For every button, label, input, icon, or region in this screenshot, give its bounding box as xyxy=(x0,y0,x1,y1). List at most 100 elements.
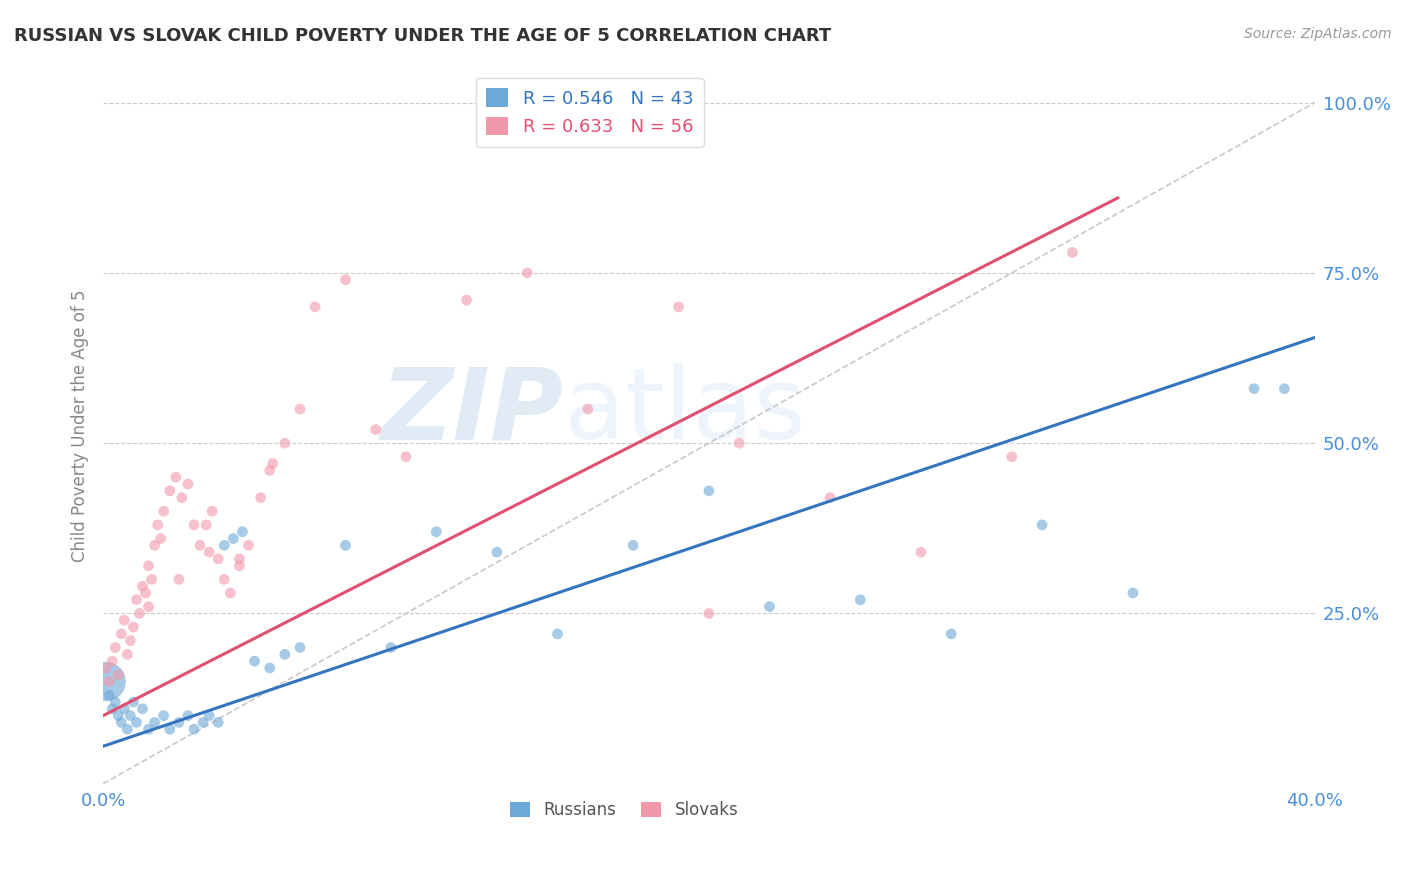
Point xyxy=(941,627,963,641)
Point xyxy=(198,545,221,559)
Point xyxy=(177,477,200,491)
Point xyxy=(546,627,568,641)
Point xyxy=(758,599,780,614)
Point xyxy=(110,715,132,730)
Point xyxy=(259,463,281,477)
Point xyxy=(910,545,932,559)
Text: atlas: atlas xyxy=(564,363,806,460)
Point xyxy=(122,695,145,709)
Point xyxy=(198,708,221,723)
Point xyxy=(112,702,135,716)
Point xyxy=(131,579,153,593)
Point xyxy=(110,627,132,641)
Point xyxy=(1243,382,1265,396)
Point xyxy=(117,723,139,737)
Point xyxy=(191,715,214,730)
Point xyxy=(138,558,160,573)
Point xyxy=(1001,450,1024,464)
Point xyxy=(1122,586,1144,600)
Point xyxy=(576,402,599,417)
Point xyxy=(96,661,118,675)
Point xyxy=(159,483,181,498)
Point xyxy=(262,457,284,471)
Point xyxy=(159,723,181,737)
Point xyxy=(165,470,187,484)
Text: ZIP: ZIP xyxy=(381,363,564,460)
Point xyxy=(395,450,418,464)
Point xyxy=(228,552,250,566)
Point xyxy=(117,648,139,662)
Point xyxy=(219,586,242,600)
Point xyxy=(131,702,153,716)
Point xyxy=(152,504,174,518)
Point xyxy=(697,483,720,498)
Legend: Russians, Slovaks: Russians, Slovaks xyxy=(503,794,745,825)
Point xyxy=(101,702,124,716)
Point xyxy=(96,674,118,689)
Point xyxy=(107,708,129,723)
Point xyxy=(101,654,124,668)
Point xyxy=(259,661,281,675)
Point xyxy=(207,715,229,730)
Point xyxy=(125,715,148,730)
Point xyxy=(120,633,142,648)
Point xyxy=(167,573,190,587)
Point xyxy=(231,524,253,539)
Text: Source: ZipAtlas.com: Source: ZipAtlas.com xyxy=(1244,27,1392,41)
Point xyxy=(304,300,326,314)
Point xyxy=(425,524,447,539)
Point xyxy=(249,491,271,505)
Point xyxy=(183,723,205,737)
Point xyxy=(1031,517,1053,532)
Point xyxy=(335,273,357,287)
Point xyxy=(288,640,311,655)
Point xyxy=(288,402,311,417)
Point xyxy=(621,538,644,552)
Point xyxy=(818,491,841,505)
Point xyxy=(146,517,169,532)
Point xyxy=(120,708,142,723)
Point xyxy=(138,599,160,614)
Point xyxy=(104,695,127,709)
Point xyxy=(485,545,508,559)
Point xyxy=(222,532,245,546)
Point xyxy=(364,423,387,437)
Point xyxy=(668,300,690,314)
Point xyxy=(274,648,297,662)
Point xyxy=(104,640,127,655)
Point xyxy=(183,517,205,532)
Point xyxy=(112,613,135,627)
Point xyxy=(170,491,193,505)
Point xyxy=(128,607,150,621)
Point xyxy=(122,620,145,634)
Point xyxy=(228,558,250,573)
Point xyxy=(177,708,200,723)
Point xyxy=(135,586,157,600)
Point xyxy=(214,573,236,587)
Point xyxy=(335,538,357,552)
Point xyxy=(456,293,478,307)
Point xyxy=(1062,245,1084,260)
Point xyxy=(98,674,121,689)
Point xyxy=(516,266,538,280)
Point xyxy=(243,654,266,668)
Point xyxy=(274,436,297,450)
Point xyxy=(238,538,260,552)
Point xyxy=(188,538,211,552)
Point xyxy=(214,538,236,552)
Point xyxy=(849,592,872,607)
Point xyxy=(152,708,174,723)
Text: RUSSIAN VS SLOVAK CHILD POVERTY UNDER THE AGE OF 5 CORRELATION CHART: RUSSIAN VS SLOVAK CHILD POVERTY UNDER TH… xyxy=(14,27,831,45)
Point xyxy=(697,607,720,621)
Point xyxy=(107,667,129,681)
Point xyxy=(138,723,160,737)
Point xyxy=(728,436,751,450)
Point xyxy=(167,715,190,730)
Point xyxy=(141,573,163,587)
Point xyxy=(143,538,166,552)
Point xyxy=(125,592,148,607)
Point xyxy=(207,552,229,566)
Point xyxy=(1272,382,1295,396)
Point xyxy=(201,504,224,518)
Point xyxy=(149,532,172,546)
